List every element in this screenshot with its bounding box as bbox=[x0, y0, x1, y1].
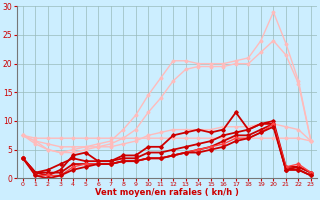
X-axis label: Vent moyen/en rafales ( kn/h ): Vent moyen/en rafales ( kn/h ) bbox=[95, 188, 239, 197]
